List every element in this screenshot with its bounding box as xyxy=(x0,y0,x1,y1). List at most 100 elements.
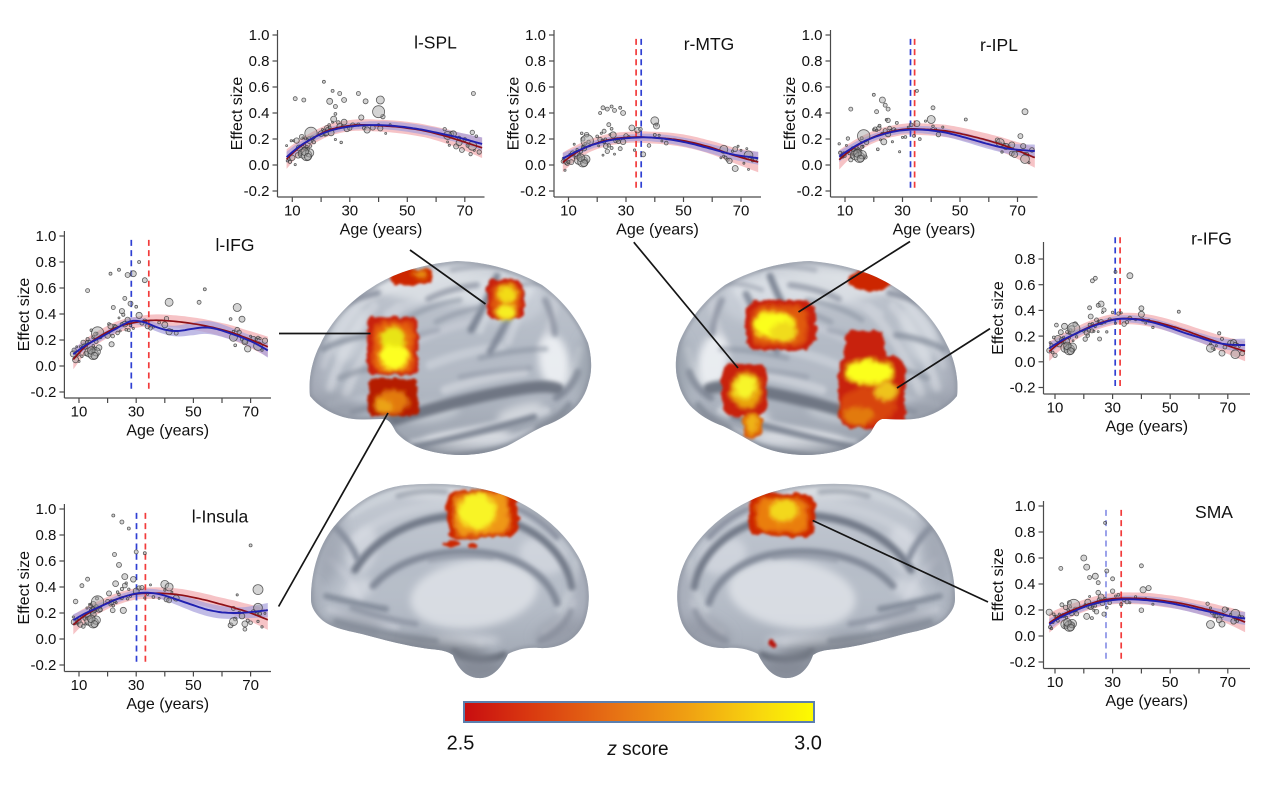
svg-text:0.0: 0.0 xyxy=(802,157,823,174)
svg-text:30: 30 xyxy=(618,203,635,220)
svg-text:0.4: 0.4 xyxy=(1015,576,1036,593)
svg-text:70: 70 xyxy=(1009,203,1026,220)
svg-text:0.6: 0.6 xyxy=(802,79,823,96)
svg-text:Effect size: Effect size xyxy=(990,281,1007,355)
svg-text:0.2: 0.2 xyxy=(249,131,270,148)
svg-text:0.0: 0.0 xyxy=(249,157,270,174)
svg-text:0.4: 0.4 xyxy=(249,105,270,122)
svg-text:0.2: 0.2 xyxy=(802,131,823,148)
svg-text:0.0: 0.0 xyxy=(36,631,57,648)
svg-text:r-IFG: r-IFG xyxy=(1191,229,1232,249)
svg-text:1.0: 1.0 xyxy=(36,501,57,518)
svg-text:Age (years): Age (years) xyxy=(340,222,423,239)
svg-text:30: 30 xyxy=(128,677,145,694)
svg-text:50: 50 xyxy=(1162,400,1179,417)
svg-text:0.6: 0.6 xyxy=(1015,550,1036,567)
svg-text:0.4: 0.4 xyxy=(525,105,546,122)
svg-text:0.2: 0.2 xyxy=(1015,602,1036,619)
svg-text:0.6: 0.6 xyxy=(1015,277,1036,294)
svg-text:-0.2: -0.2 xyxy=(244,183,270,200)
svg-text:50: 50 xyxy=(1162,674,1179,691)
svg-text:0.6: 0.6 xyxy=(36,280,57,297)
svg-text:-0.2: -0.2 xyxy=(31,657,57,674)
svg-text:0.2: 0.2 xyxy=(1015,328,1036,345)
svg-text:10: 10 xyxy=(560,203,577,220)
svg-text:1.0: 1.0 xyxy=(36,228,57,245)
svg-text:30: 30 xyxy=(894,203,911,220)
svg-text:10: 10 xyxy=(1047,674,1064,691)
svg-text:30: 30 xyxy=(341,203,358,220)
svg-text:0.0: 0.0 xyxy=(1015,354,1036,371)
svg-text:-0.2: -0.2 xyxy=(31,384,57,401)
svg-text:0.4: 0.4 xyxy=(802,105,823,122)
svg-text:Age (years): Age (years) xyxy=(126,696,209,713)
svg-text:2.5: 2.5 xyxy=(447,733,475,755)
svg-text:0.8: 0.8 xyxy=(1015,251,1036,268)
svg-text:-0.2: -0.2 xyxy=(520,183,546,200)
svg-text:0.8: 0.8 xyxy=(249,53,270,70)
svg-text:0.6: 0.6 xyxy=(525,79,546,96)
svg-text:0.2: 0.2 xyxy=(525,131,546,148)
svg-text:10: 10 xyxy=(1047,400,1064,417)
svg-text:70: 70 xyxy=(456,203,473,220)
svg-text:Age (years): Age (years) xyxy=(126,423,209,440)
svg-text:Age (years): Age (years) xyxy=(616,222,699,239)
svg-text:0.6: 0.6 xyxy=(249,79,270,96)
svg-text:0.8: 0.8 xyxy=(802,53,823,70)
svg-text:70: 70 xyxy=(733,203,750,220)
svg-text:Effect size: Effect size xyxy=(990,548,1007,622)
svg-text:30: 30 xyxy=(1104,400,1121,417)
svg-text:50: 50 xyxy=(952,203,969,220)
svg-text:50: 50 xyxy=(185,404,202,421)
svg-text:0.8: 0.8 xyxy=(36,254,57,271)
svg-text:1.0: 1.0 xyxy=(249,27,270,44)
svg-text:10: 10 xyxy=(837,203,854,220)
svg-text:10: 10 xyxy=(71,404,88,421)
svg-text:0.2: 0.2 xyxy=(36,605,57,622)
svg-text:0.8: 0.8 xyxy=(1015,524,1036,541)
svg-text:70: 70 xyxy=(242,677,259,694)
svg-text:-0.2: -0.2 xyxy=(1010,654,1036,671)
svg-text:l-SPL: l-SPL xyxy=(414,33,457,53)
svg-text:0.0: 0.0 xyxy=(525,157,546,174)
svg-text:0.6: 0.6 xyxy=(36,553,57,570)
svg-text:Effect size: Effect size xyxy=(782,77,799,151)
svg-text:70: 70 xyxy=(1219,674,1236,691)
svg-text:Effect size: Effect size xyxy=(506,77,523,151)
svg-text:-0.2: -0.2 xyxy=(1010,380,1036,397)
svg-text:3.0: 3.0 xyxy=(794,733,822,755)
svg-text:0.2: 0.2 xyxy=(36,332,57,349)
svg-text:Age (years): Age (years) xyxy=(1105,693,1188,710)
svg-text:30: 30 xyxy=(128,404,145,421)
svg-text:SMA: SMA xyxy=(1195,502,1233,522)
svg-text:1.0: 1.0 xyxy=(1015,498,1036,515)
svg-text:0.4: 0.4 xyxy=(36,306,57,323)
svg-text:Age (years): Age (years) xyxy=(1105,419,1188,436)
svg-text:r-IPL: r-IPL xyxy=(980,35,1018,55)
svg-text:0.4: 0.4 xyxy=(1015,303,1036,320)
svg-text:50: 50 xyxy=(399,203,416,220)
svg-text:10: 10 xyxy=(71,677,88,694)
svg-text:70: 70 xyxy=(1219,400,1236,417)
svg-text:50: 50 xyxy=(675,203,692,220)
svg-text:30: 30 xyxy=(1104,674,1121,691)
svg-text:1.0: 1.0 xyxy=(802,27,823,44)
svg-text:0.8: 0.8 xyxy=(525,53,546,70)
svg-text:10: 10 xyxy=(284,203,301,220)
svg-text:-0.2: -0.2 xyxy=(797,183,823,200)
svg-text:50: 50 xyxy=(185,677,202,694)
svg-text:0.4: 0.4 xyxy=(36,579,57,596)
svg-text:0.0: 0.0 xyxy=(36,358,57,375)
svg-text:1.0: 1.0 xyxy=(525,27,546,44)
svg-text:0.8: 0.8 xyxy=(36,527,57,544)
svg-text:Effect size: Effect size xyxy=(229,77,246,151)
svg-text:0.0: 0.0 xyxy=(1015,628,1036,645)
svg-text:r-MTG: r-MTG xyxy=(684,34,735,54)
svg-text:l-IFG: l-IFG xyxy=(216,235,255,255)
svg-text:Effect size: Effect size xyxy=(16,278,33,352)
svg-text:70: 70 xyxy=(242,404,259,421)
svg-text:Effect size: Effect size xyxy=(16,551,33,625)
svg-text:z score: z score xyxy=(606,739,668,760)
svg-text:Age (years): Age (years) xyxy=(893,222,976,239)
svg-text:l-Insula: l-Insula xyxy=(192,507,249,527)
